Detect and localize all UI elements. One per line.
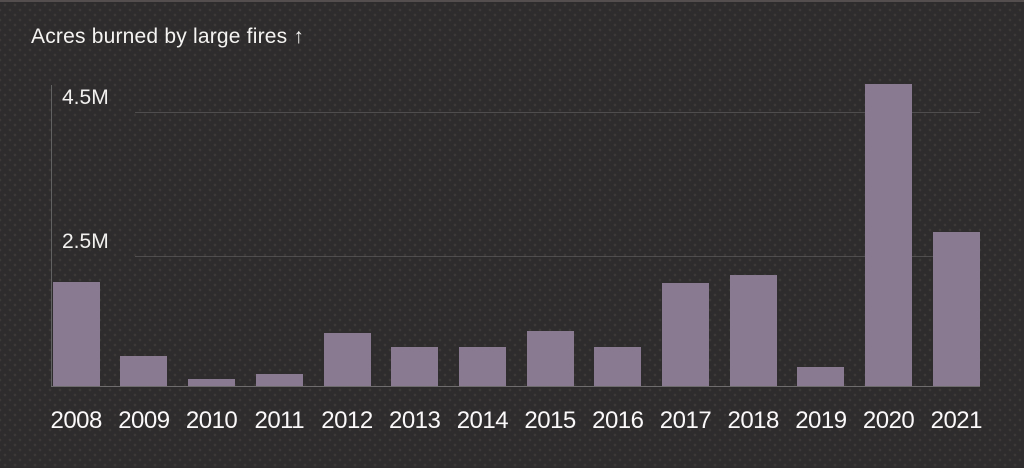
x-tick-label-2017: 2017 xyxy=(659,407,712,434)
y-tick-label-2.5M: 2.5M xyxy=(62,230,109,253)
bar-2013 xyxy=(391,346,439,386)
x-tick-label-2021: 2021 xyxy=(930,407,983,434)
x-tick-label-2019: 2019 xyxy=(795,407,847,434)
x-tick-label-2010: 2010 xyxy=(185,407,238,434)
bar-2021 xyxy=(932,232,980,386)
bar-2020 xyxy=(865,83,913,386)
x-tick-label-2012: 2012 xyxy=(321,407,373,434)
bar-2014 xyxy=(458,347,506,386)
x-tick-label-2013: 2013 xyxy=(388,407,441,434)
chart-title: Acres burned by large fires ↑ xyxy=(31,25,305,48)
x-tick-label-2008: 2008 xyxy=(50,407,102,434)
bar-2017 xyxy=(662,283,709,386)
top-divider xyxy=(0,0,1024,2)
x-tick-label-2016: 2016 xyxy=(592,407,644,434)
bar-2015 xyxy=(526,330,574,386)
y-tick-label-4.5M: 4.5M xyxy=(62,86,109,109)
bar-2008 xyxy=(52,282,100,386)
bar-2012 xyxy=(323,333,371,386)
bar-2010 xyxy=(188,379,236,386)
x-tick-label-2009: 2009 xyxy=(118,407,170,434)
bar-2009 xyxy=(120,355,168,386)
x-tick-label-2018: 2018 xyxy=(727,407,779,434)
bar-2011 xyxy=(255,374,303,386)
bar-2016 xyxy=(594,346,642,386)
x-tick-label-2011: 2011 xyxy=(254,407,305,434)
x-tick-label-2015: 2015 xyxy=(524,407,576,434)
x-tick-label-2020: 2020 xyxy=(862,407,915,434)
gridline-4.5M xyxy=(135,112,980,113)
gridline-2.5M xyxy=(135,256,980,257)
bar-2018 xyxy=(729,274,777,386)
x-axis-line xyxy=(51,386,980,387)
bar-2019 xyxy=(797,366,845,386)
x-tick-label-2014: 2014 xyxy=(456,407,509,434)
y-axis-line xyxy=(51,85,52,386)
